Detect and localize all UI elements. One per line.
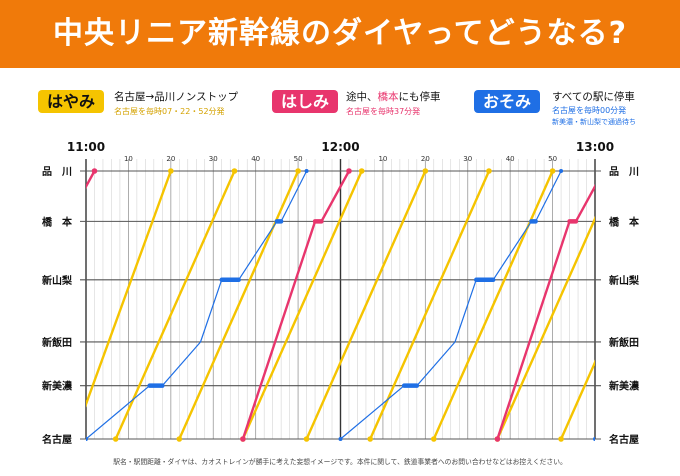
station-label-left: 新飯田 — [42, 336, 72, 349]
minute-label: 30 — [463, 155, 472, 163]
legend-desc-osomi: すべての駅に停車 — [552, 91, 635, 103]
station-label-right: 新飯田 — [609, 336, 639, 349]
train-line — [559, 359, 595, 441]
legend-desc-hashimi: 途中、橋本にも停車 — [346, 91, 441, 103]
terminal-dot — [422, 168, 429, 174]
terminal-dot — [558, 436, 564, 442]
terminal-dot — [304, 169, 309, 173]
train-line — [241, 169, 363, 441]
station-label-right: 新山梨 — [609, 274, 640, 287]
legend-sub2-osomi: 新美濃・新山梨で通過待ち — [552, 118, 636, 126]
terminal-dot — [431, 436, 437, 442]
station-label-left: 品 川 — [42, 166, 72, 178]
legend-badge-osomi: おそみ — [474, 90, 540, 113]
minute-label: 50 — [294, 155, 303, 163]
minute-label: 40 — [506, 155, 515, 163]
terminal-dot — [338, 437, 343, 441]
train-line — [305, 169, 427, 441]
hour-label: 13:00 — [576, 140, 614, 154]
legend-badge-hashimi: はしみ — [272, 90, 338, 113]
station-label-left: 新美濃 — [42, 380, 73, 393]
terminal-dot — [240, 436, 246, 442]
terminal-dot — [112, 436, 119, 442]
legend-desc-hayami: 名古屋→品川ノンストップ — [114, 91, 239, 103]
footnote: 駅名・駅間距離・ダイヤは、カオストレインが勝手に考えた妄想イメージです。本件に関… — [113, 458, 567, 466]
terminal-dot — [559, 169, 564, 173]
train-line — [114, 169, 236, 441]
legend-sub-hashimi: 名古屋を毎時37分発 — [346, 107, 421, 116]
legend-desc-highlight: 橋本 — [377, 91, 399, 103]
minute-label: 50 — [548, 155, 557, 163]
legend-sub-osomi: 名古屋を毎時00分発 — [552, 106, 627, 115]
train-line — [178, 169, 300, 441]
terminal-dot — [295, 168, 301, 174]
legend-badge-hayami: はやみ — [38, 90, 104, 113]
hour-label: 12:00 — [321, 140, 359, 154]
terminal-dot — [358, 168, 365, 174]
station-label-right: 品 川 — [609, 166, 639, 178]
train-line — [496, 184, 595, 441]
terminal-dot — [231, 168, 238, 174]
page-title: 中央リニア新幹線のダイヤってどうなる? — [52, 16, 627, 51]
terminal-dot — [486, 168, 492, 174]
terminal-dot — [593, 437, 595, 441]
train-line — [432, 169, 554, 441]
station-label-right: 新美濃 — [609, 380, 640, 393]
terminal-dot — [91, 168, 98, 174]
title-banner — [0, 0, 680, 68]
station-label-left: 新山梨 — [42, 274, 73, 287]
minute-label: 40 — [251, 155, 260, 163]
station-label-right: 名古屋 — [609, 433, 639, 446]
minute-label: 20 — [421, 155, 430, 163]
train-line — [496, 215, 595, 441]
terminal-dot — [549, 168, 556, 174]
station-label-left: 橋 本 — [42, 215, 73, 228]
train-line — [86, 169, 173, 408]
train-line — [86, 169, 96, 190]
minute-label: 20 — [166, 155, 175, 163]
terminal-dot — [367, 436, 373, 442]
train-line — [241, 169, 351, 441]
minute-label: 10 — [124, 155, 133, 163]
terminal-dot — [176, 436, 183, 442]
station-label-left: 名古屋 — [42, 433, 72, 446]
minute-label: 30 — [209, 155, 218, 163]
minute-label: 10 — [378, 155, 387, 163]
train-line — [594, 438, 595, 440]
hour-label: 11:00 — [67, 140, 105, 154]
terminal-dot — [346, 168, 352, 174]
legend-sub-hayami: 名古屋を毎時07・22・52分発 — [114, 107, 225, 116]
station-label-right: 橋 本 — [609, 215, 640, 228]
terminal-dot — [168, 168, 174, 174]
terminal-dot — [303, 436, 310, 442]
terminal-dot — [86, 437, 88, 441]
train-line — [369, 169, 491, 441]
train-line — [0, 171, 52, 439]
terminal-dot — [494, 436, 501, 442]
